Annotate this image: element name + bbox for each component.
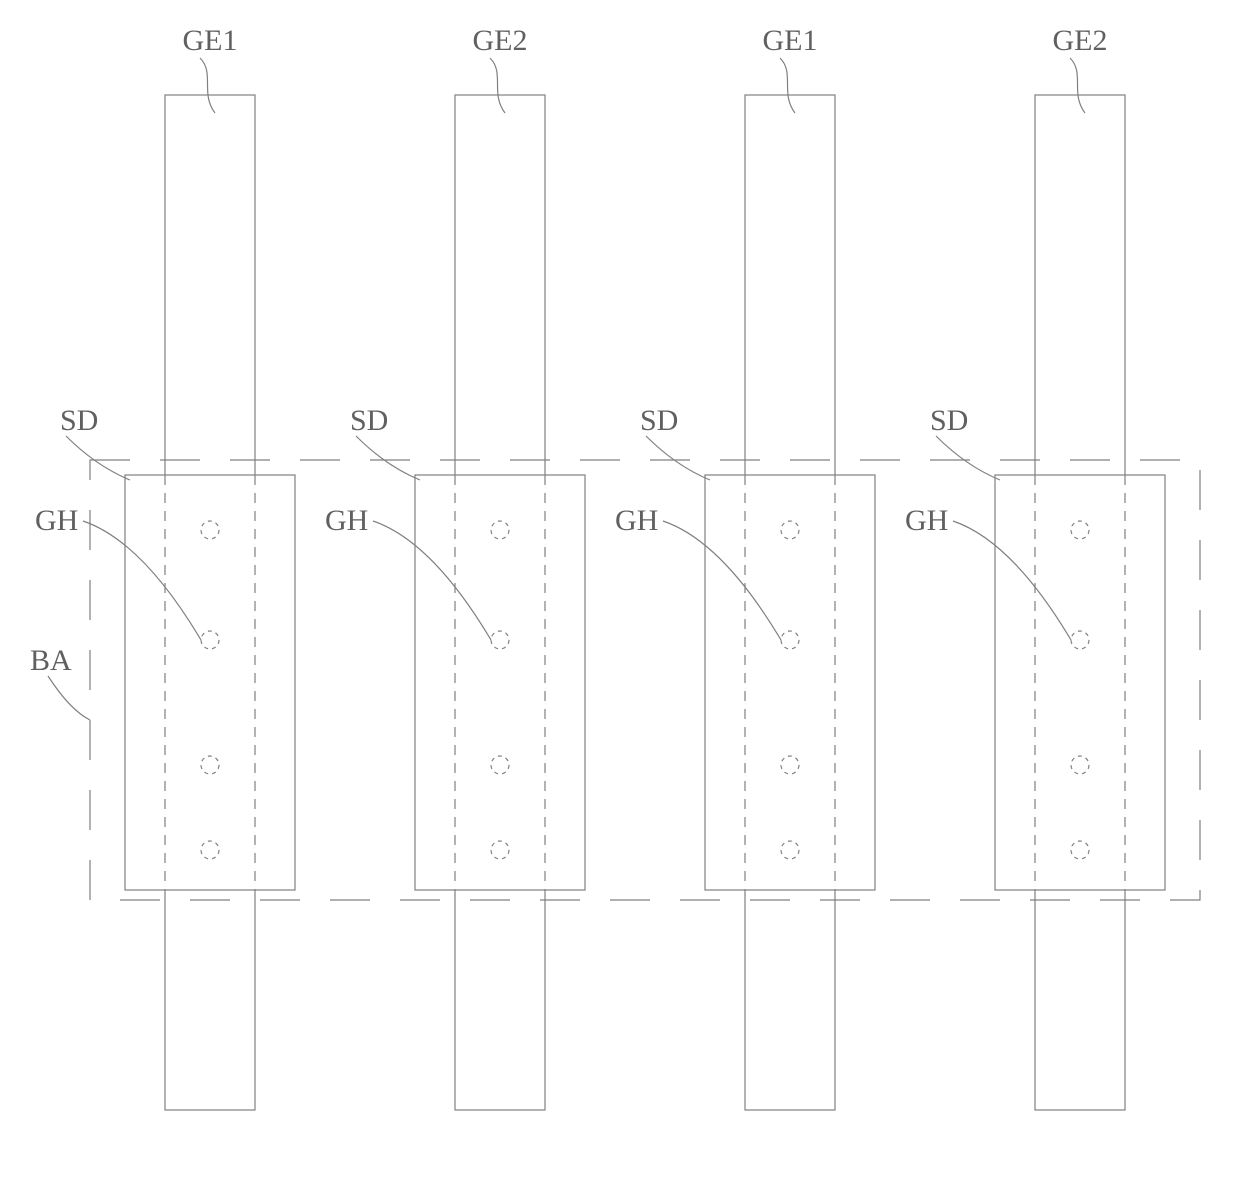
sd-box xyxy=(705,475,875,890)
ge-leader xyxy=(1070,58,1085,113)
sd-leader xyxy=(646,436,710,480)
ge-label: GE2 xyxy=(1053,24,1108,57)
sd-box xyxy=(415,475,585,890)
ge-leader xyxy=(780,58,795,113)
sd-label: SD xyxy=(60,404,98,437)
sd-leader xyxy=(66,436,130,480)
sd-leader xyxy=(936,436,1000,480)
ba-label: BA xyxy=(30,644,72,677)
gh-label: GH xyxy=(325,504,368,537)
ba-leader xyxy=(48,676,90,720)
ge-label: GE2 xyxy=(473,24,528,57)
gh-label: GH xyxy=(35,504,78,537)
gh-label: GH xyxy=(615,504,658,537)
sd-leader xyxy=(356,436,420,480)
sd-box xyxy=(125,475,295,890)
ge-leader xyxy=(200,58,215,113)
sd-label: SD xyxy=(350,404,388,437)
ge-label: GE1 xyxy=(763,24,818,57)
sd-box xyxy=(995,475,1165,890)
sd-label: SD xyxy=(640,404,678,437)
ge-leader xyxy=(490,58,505,113)
ge-label: GE1 xyxy=(183,24,238,57)
gh-label: GH xyxy=(905,504,948,537)
sd-label: SD xyxy=(930,404,968,437)
